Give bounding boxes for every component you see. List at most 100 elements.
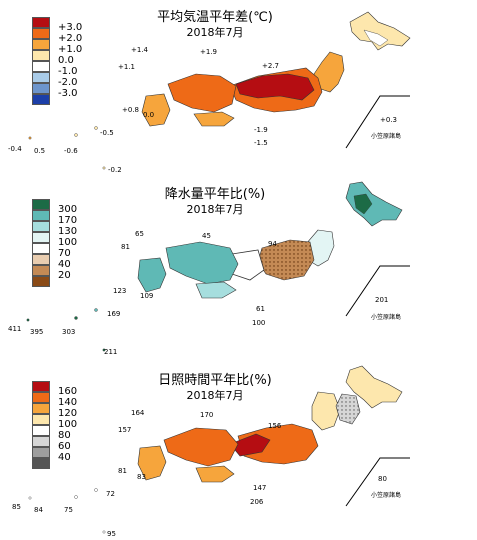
ogasawara-label: 小笠原諸島 bbox=[371, 314, 402, 321]
station-value: 201 bbox=[375, 296, 389, 304]
legend-swatch bbox=[32, 83, 50, 94]
hokkaido-region bbox=[345, 181, 403, 227]
legend-swatch bbox=[32, 425, 50, 436]
kyushu-region bbox=[137, 445, 167, 481]
ogasawara-inset-frame bbox=[345, 265, 410, 317]
legend-label: 40 bbox=[58, 452, 71, 463]
hokkaido-wet-core bbox=[353, 193, 373, 215]
legend-swatch bbox=[32, 199, 50, 210]
legend-label: 100 bbox=[58, 419, 78, 430]
western-honshu-region bbox=[165, 241, 239, 285]
tohoku-region bbox=[313, 51, 345, 93]
legend-swatch bbox=[32, 414, 50, 425]
station-value: -0.4 bbox=[8, 145, 22, 153]
station-value: +1.4 bbox=[131, 46, 148, 54]
legend-swatch bbox=[32, 28, 50, 39]
legend-swatch bbox=[32, 72, 50, 83]
station-value: 83 bbox=[137, 473, 146, 481]
station-value: 169 bbox=[107, 310, 121, 318]
legend-swatch bbox=[32, 39, 50, 50]
legend-label: 100 bbox=[58, 237, 78, 248]
station-value: 206 bbox=[250, 498, 264, 506]
station-value: 85 bbox=[12, 503, 21, 511]
western-honshu-region bbox=[163, 427, 239, 467]
ogasawara-label: 小笠原諸島 bbox=[371, 492, 402, 499]
station-value: 123 bbox=[113, 287, 127, 295]
legend-swatch bbox=[32, 436, 50, 447]
station-value: 170 bbox=[200, 411, 214, 419]
station-value: 80 bbox=[378, 475, 387, 483]
station-value: 0.0 bbox=[143, 111, 155, 119]
kanto-dry-region bbox=[257, 239, 315, 281]
station-value: 164 bbox=[131, 409, 145, 417]
precipitation-map bbox=[26, 181, 410, 352]
station-value: +1.9 bbox=[200, 48, 217, 56]
station-value: 147 bbox=[253, 484, 267, 492]
panel-title: 日照時間平年比(%) bbox=[158, 373, 272, 388]
station-value: +0.3 bbox=[380, 116, 397, 124]
panel-period: 2018年7月 bbox=[186, 203, 244, 216]
panel-title: 降水量平年比(%) bbox=[164, 187, 266, 202]
legend-swatch bbox=[32, 265, 50, 276]
legend-swatch bbox=[32, 232, 50, 243]
ogasawara-label: 小笠原諸島 bbox=[371, 133, 402, 140]
station-value: -1.5 bbox=[254, 139, 268, 147]
legend-swatch bbox=[32, 61, 50, 72]
shikoku-region bbox=[195, 281, 237, 299]
station-value: 0.5 bbox=[34, 147, 46, 155]
panel-title: 平均気温平年差(℃) bbox=[157, 10, 273, 25]
legend-label: 40 bbox=[58, 259, 71, 270]
station-value: 211 bbox=[104, 348, 118, 356]
station-value: 75 bbox=[64, 506, 73, 514]
station-value: 81 bbox=[118, 467, 127, 475]
kyushu-region bbox=[141, 93, 171, 127]
legend-swatch bbox=[32, 221, 50, 232]
legend-swatch bbox=[32, 50, 50, 61]
precipitation-legend: 300 170 130 100 70 40 20 bbox=[32, 199, 77, 287]
station-value: 157 bbox=[118, 426, 132, 434]
legend-swatch bbox=[32, 458, 50, 469]
legend-swatch bbox=[32, 381, 50, 392]
station-value: +1.1 bbox=[118, 63, 135, 71]
legend-label: 80 bbox=[58, 430, 71, 441]
legend-swatch bbox=[32, 243, 50, 254]
legend-label: +3.0 bbox=[58, 22, 83, 33]
panel-period: 2018年7月 bbox=[186, 389, 244, 402]
station-value: 61 bbox=[256, 305, 265, 313]
legend-label: 130 bbox=[58, 226, 78, 237]
legend-label: -2.0 bbox=[58, 77, 78, 88]
legend-label: +1.0 bbox=[58, 44, 83, 55]
station-value: 84 bbox=[34, 506, 43, 514]
station-value: 65 bbox=[135, 230, 144, 238]
legend-swatch bbox=[32, 276, 50, 287]
station-value: +2.7 bbox=[262, 62, 279, 70]
temperature-panel: 平均気温平年差(℃) 2018年7月 +3.0 +2.0 +1.0 0.0 -1… bbox=[0, 0, 477, 180]
station-value: 395 bbox=[30, 328, 44, 336]
panel-period: 2018年7月 bbox=[186, 26, 244, 39]
legend-swatch bbox=[32, 17, 50, 28]
station-value: 411 bbox=[8, 325, 22, 333]
station-value: 95 bbox=[107, 530, 116, 538]
legend-swatch bbox=[32, 254, 50, 265]
hot-core-region bbox=[235, 73, 315, 101]
legend-swatch bbox=[32, 392, 50, 403]
legend-label: 120 bbox=[58, 408, 78, 419]
sunny-core-region bbox=[229, 433, 271, 457]
hokkaido-region bbox=[363, 29, 389, 47]
legend-label: -3.0 bbox=[58, 88, 78, 99]
legend-swatch bbox=[32, 94, 50, 105]
station-value: -0.6 bbox=[64, 147, 78, 155]
temperature-legend: +3.0 +2.0 +1.0 0.0 -1.0 -2.0 -3.0 bbox=[32, 17, 82, 105]
station-value: 156 bbox=[268, 422, 282, 430]
station-value: 303 bbox=[62, 328, 76, 336]
legend-label: 170 bbox=[58, 215, 78, 226]
western-honshu-region bbox=[167, 73, 237, 113]
shikoku-region bbox=[195, 465, 235, 483]
hokkaido-region bbox=[345, 365, 403, 409]
station-value: -1.9 bbox=[254, 126, 268, 134]
kanto-region bbox=[237, 423, 319, 465]
tohoku-region bbox=[311, 391, 341, 431]
legend-swatch bbox=[32, 403, 50, 414]
shikoku-region bbox=[193, 111, 235, 127]
legend-label: 300 bbox=[58, 204, 78, 215]
